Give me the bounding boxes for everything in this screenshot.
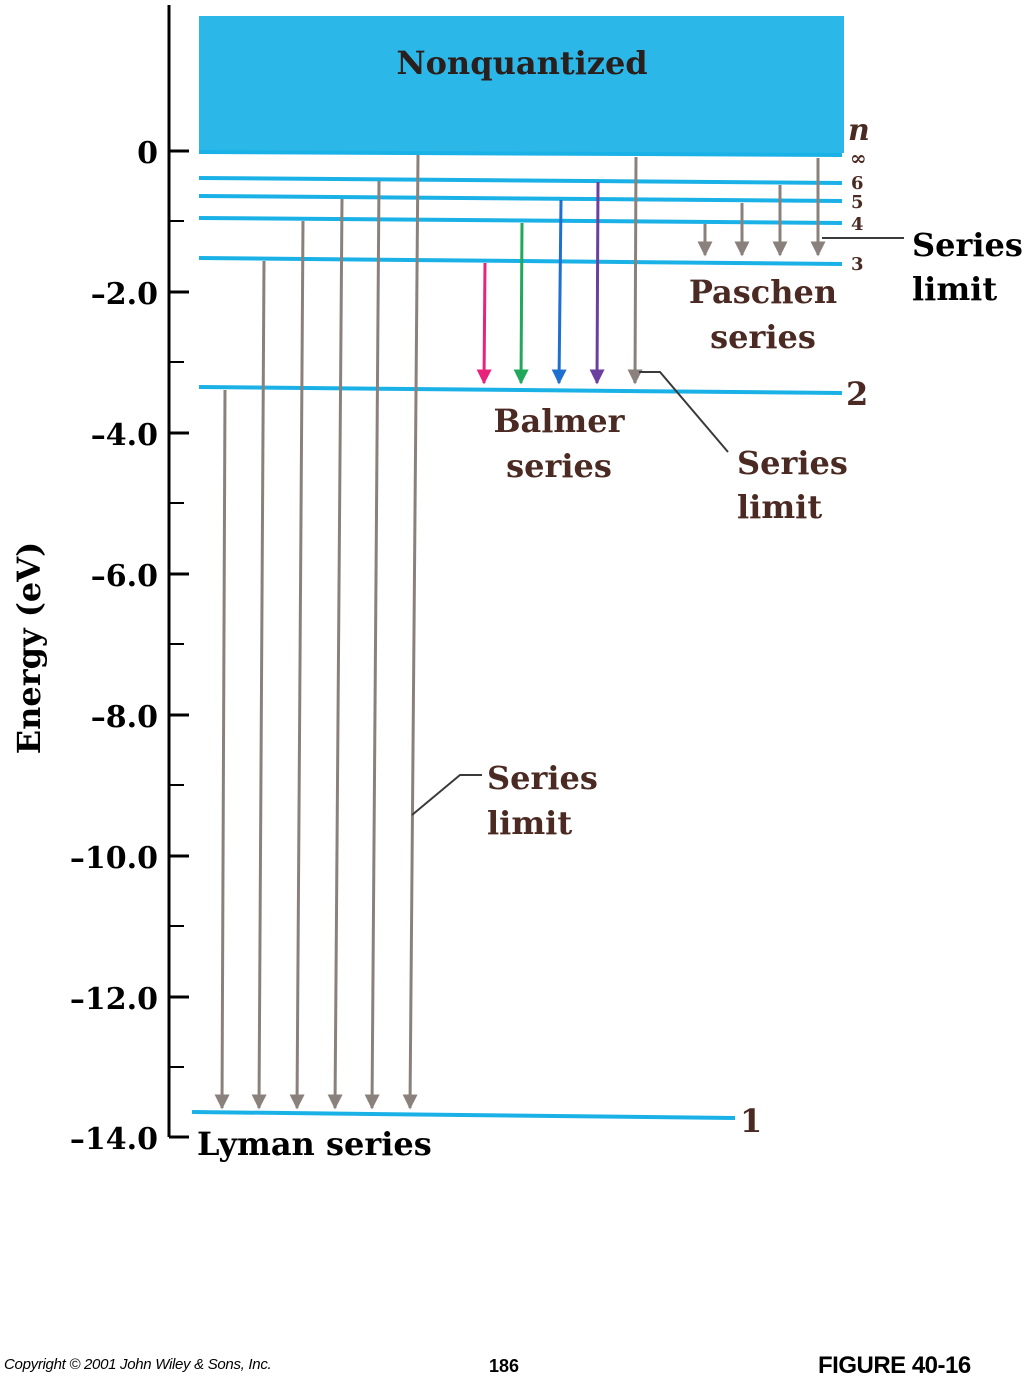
- balmer-label-line1: Balmer: [493, 402, 625, 440]
- balmer-arrow-6: [589, 181, 605, 385]
- level-label-2: 2: [846, 375, 868, 413]
- lyman-arrow-3: [251, 260, 267, 1110]
- level-line-1: [191, 1110, 736, 1120]
- tick-label: –2.0: [91, 277, 158, 312]
- paschen-limit-line1: Series: [912, 226, 1023, 264]
- balmer-arrow-4: [513, 222, 529, 385]
- level-label-1: 1: [740, 1102, 762, 1140]
- lyman-arrow-4: [289, 220, 305, 1110]
- level-line-2: [198, 385, 843, 395]
- nonquantized-label: Nonquantized: [396, 44, 647, 82]
- balmer-arrow-5: [551, 199, 567, 385]
- level-label-3: 3: [851, 254, 864, 275]
- tick-label: –6.0: [91, 559, 158, 594]
- tick-label: –14.0: [70, 1122, 158, 1157]
- balmer-arrows: [476, 156, 643, 385]
- balmer-limit-leader: [639, 371, 729, 453]
- nonquantized-band: [199, 16, 844, 153]
- tick-label: –12.0: [70, 982, 158, 1017]
- figure-label: FIGURE 40-16: [818, 1352, 971, 1379]
- level-line-4: [198, 216, 843, 225]
- axis-title: Energy (eV): [10, 542, 48, 754]
- lyman-arrow-inf: [402, 154, 420, 1110]
- lyman-arrows: [214, 154, 420, 1110]
- paschen-limit-line2: limit: [912, 270, 997, 308]
- lyman-limit-leader: [411, 774, 482, 816]
- level-line-6: [198, 176, 843, 185]
- series-limit-annotations: Series limit Series limit Series limit: [411, 226, 1023, 842]
- level-label-5: 5: [851, 192, 864, 213]
- tick-label: –10.0: [70, 841, 158, 876]
- series-labels: Balmer series Paschen series Lyman serie…: [197, 273, 837, 1163]
- balmer-label-line2: series: [506, 447, 612, 485]
- paschen-arrows: [697, 158, 826, 257]
- tick-label: –8.0: [91, 700, 158, 735]
- copyright-text: Copyright © 2001 John Wiley & Sons, Inc.: [4, 1356, 272, 1373]
- level-label-4: 4: [851, 214, 864, 235]
- paschen-label-line2: series: [710, 318, 816, 356]
- level-label-6: 6: [851, 173, 864, 194]
- lyman-limit-line2: limit: [487, 804, 572, 842]
- level-labels: n ∞ 6 5 4 3 2 1: [740, 113, 870, 1140]
- level-line-inf: [198, 150, 843, 157]
- page-number: 186: [489, 1356, 520, 1376]
- axis-ticks: [169, 149, 189, 1139]
- balmer-limit-line2: limit: [737, 488, 822, 526]
- balmer-arrow-3: [476, 262, 492, 385]
- lyman-limit-line1: Series: [487, 759, 598, 797]
- tick-label: –4.0: [91, 418, 158, 453]
- lyman-label: Lyman series: [197, 1125, 432, 1163]
- level-label-inf: ∞: [850, 146, 867, 170]
- n-header: n: [848, 113, 870, 148]
- paschen-label-line1: Paschen: [689, 273, 837, 311]
- lyman-arrow-2: [214, 389, 230, 1110]
- level-line-5: [198, 194, 843, 203]
- balmer-arrow-inf: [627, 156, 643, 385]
- lyman-arrow-5: [327, 198, 344, 1110]
- lyman-arrow-6: [364, 180, 381, 1110]
- energy-levels: [191, 150, 843, 1120]
- tick-label: 0: [137, 136, 158, 171]
- balmer-limit-line1: Series: [737, 444, 848, 482]
- tick-labels: 0 –2.0 –4.0 –6.0 –8.0 –10.0 –12.0 –14.0: [70, 136, 158, 1157]
